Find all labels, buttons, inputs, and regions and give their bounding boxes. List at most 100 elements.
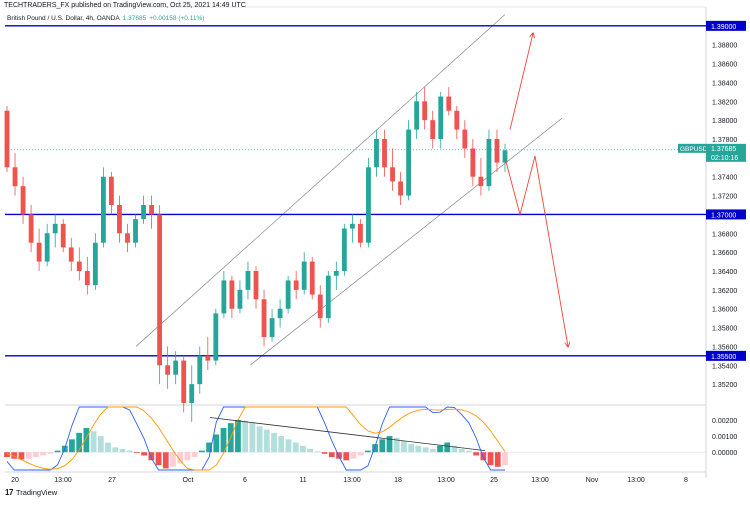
publisher-line: TECHTRADERS_FX published on TradingView.… bbox=[4, 2, 246, 9]
osc-histogram-bar bbox=[494, 452, 501, 467]
candle-body bbox=[430, 120, 436, 139]
osc-histogram-bar bbox=[364, 450, 371, 453]
time-axis-label: 8 bbox=[684, 477, 688, 484]
countdown-label: 02:10:16 bbox=[711, 155, 738, 162]
osc-histogram-bar bbox=[220, 428, 227, 453]
candle-body bbox=[237, 289, 243, 309]
candle-body bbox=[165, 365, 171, 375]
candle-body bbox=[4, 110, 10, 168]
osc-histogram-bar bbox=[112, 447, 119, 453]
osc-histogram-bar bbox=[242, 420, 249, 453]
symbol-name: British Pound / U.S. Dollar, 4h, OANDA bbox=[7, 15, 120, 22]
osc-tick-label: 0.00000 bbox=[712, 450, 737, 457]
candle-body bbox=[36, 242, 42, 262]
osc-histogram-bar bbox=[198, 450, 205, 453]
price-tick-label: 1.35200 bbox=[712, 382, 737, 389]
osc-histogram-bar bbox=[177, 452, 184, 464]
candle-body bbox=[446, 96, 452, 111]
candle-body bbox=[333, 271, 339, 276]
time-axis-label: 13:00 bbox=[343, 477, 361, 484]
candle-body bbox=[189, 384, 195, 403]
footer-brand[interactable]: 17 TradingView bbox=[5, 488, 57, 497]
price-tick-label: 1.36800 bbox=[712, 231, 737, 238]
price-tick-label: 1.35800 bbox=[712, 326, 737, 333]
osc-tick-label: 0.00200 bbox=[712, 418, 737, 425]
osc-histogram-bar bbox=[97, 436, 104, 453]
time-axis-label: Oct bbox=[183, 477, 194, 484]
time-axis-label: 20 bbox=[11, 477, 19, 484]
osc-histogram-bar bbox=[379, 439, 386, 453]
candle-body bbox=[173, 360, 179, 375]
current-price-value: 1.37685 bbox=[711, 146, 736, 153]
time-axis-label: Nov bbox=[586, 477, 599, 484]
candle-body bbox=[382, 139, 387, 168]
candle-body bbox=[502, 150, 508, 163]
osc-histogram-bar bbox=[307, 449, 314, 453]
osc-histogram-bar bbox=[170, 452, 176, 467]
candle-body bbox=[341, 228, 347, 271]
level-price-tag bbox=[706, 209, 746, 220]
candle-body bbox=[269, 318, 275, 337]
candle-body bbox=[358, 223, 363, 243]
osc-histogram-bar bbox=[357, 452, 364, 456]
candle-body bbox=[157, 214, 163, 366]
candle-body bbox=[76, 261, 82, 271]
time-axis-label: 6 bbox=[243, 477, 247, 484]
osc-histogram-bar bbox=[126, 450, 133, 453]
osc-histogram-bar bbox=[278, 436, 285, 453]
channel-lower-line bbox=[249, 117, 563, 366]
price-change: +0.00158 (+0.11%) bbox=[149, 15, 205, 22]
candle-body bbox=[109, 176, 114, 205]
level-price-tag-label: 1.37000 bbox=[711, 212, 736, 219]
candle-body bbox=[438, 96, 444, 139]
symbol-tag-label: GBPUSD bbox=[680, 146, 708, 153]
price-tick-label: 1.37200 bbox=[712, 194, 737, 201]
osc-histogram-bar bbox=[32, 452, 39, 458]
price-tick-label: 1.36000 bbox=[712, 307, 737, 314]
osc-histogram-bar bbox=[502, 452, 508, 466]
osc-histogram-bar bbox=[466, 450, 472, 453]
price-tick-label: 1.36600 bbox=[712, 250, 737, 257]
candle-body bbox=[285, 280, 291, 309]
candle-body bbox=[422, 101, 428, 121]
level-price-tag-label: 1.39000 bbox=[711, 24, 736, 31]
osc-histogram-bar bbox=[148, 452, 155, 461]
time-axis-label: 13:00 bbox=[531, 477, 549, 484]
osc-histogram-bar bbox=[235, 419, 241, 453]
osc-histogram-bar bbox=[321, 452, 328, 454]
symbol-legend: British Pound / U.S. Dollar, 4h, OANDA 1.… bbox=[7, 15, 204, 22]
osc-histogram-bar bbox=[184, 452, 191, 461]
osc-histogram-bar bbox=[90, 431, 97, 453]
candle-body bbox=[406, 129, 412, 196]
osc-histogram-bar bbox=[76, 432, 83, 453]
tradingview-logo-icon: 17 bbox=[5, 488, 13, 497]
price-tick-label: 1.38600 bbox=[712, 62, 737, 69]
osc-histogram-bar bbox=[422, 447, 429, 453]
osc-histogram-bar bbox=[119, 449, 126, 453]
candle-body bbox=[454, 110, 460, 130]
bearish-projection-arrow bbox=[504, 155, 568, 346]
osc-histogram-bar bbox=[408, 444, 415, 453]
candle-body bbox=[390, 167, 395, 182]
signal-line bbox=[6, 406, 506, 471]
candle-body bbox=[317, 294, 323, 319]
candle-body bbox=[221, 280, 227, 314]
candle-body bbox=[245, 271, 251, 290]
osc-histogram-bar bbox=[372, 444, 378, 453]
osc-histogram-bar bbox=[429, 449, 436, 453]
candle-body bbox=[301, 261, 307, 290]
osc-histogram-bar bbox=[155, 452, 162, 466]
osc-histogram-bar bbox=[444, 442, 451, 453]
osc-histogram-bar bbox=[4, 452, 10, 458]
osc-histogram-bar bbox=[25, 452, 32, 459]
osc-histogram-bar bbox=[105, 442, 111, 453]
candle-body bbox=[181, 360, 187, 403]
candle-body bbox=[117, 205, 122, 234]
price-tick-label: 1.38400 bbox=[712, 80, 737, 87]
osc-histogram-bar bbox=[415, 445, 422, 453]
candle-body bbox=[486, 139, 492, 187]
candle-body bbox=[478, 176, 484, 187]
